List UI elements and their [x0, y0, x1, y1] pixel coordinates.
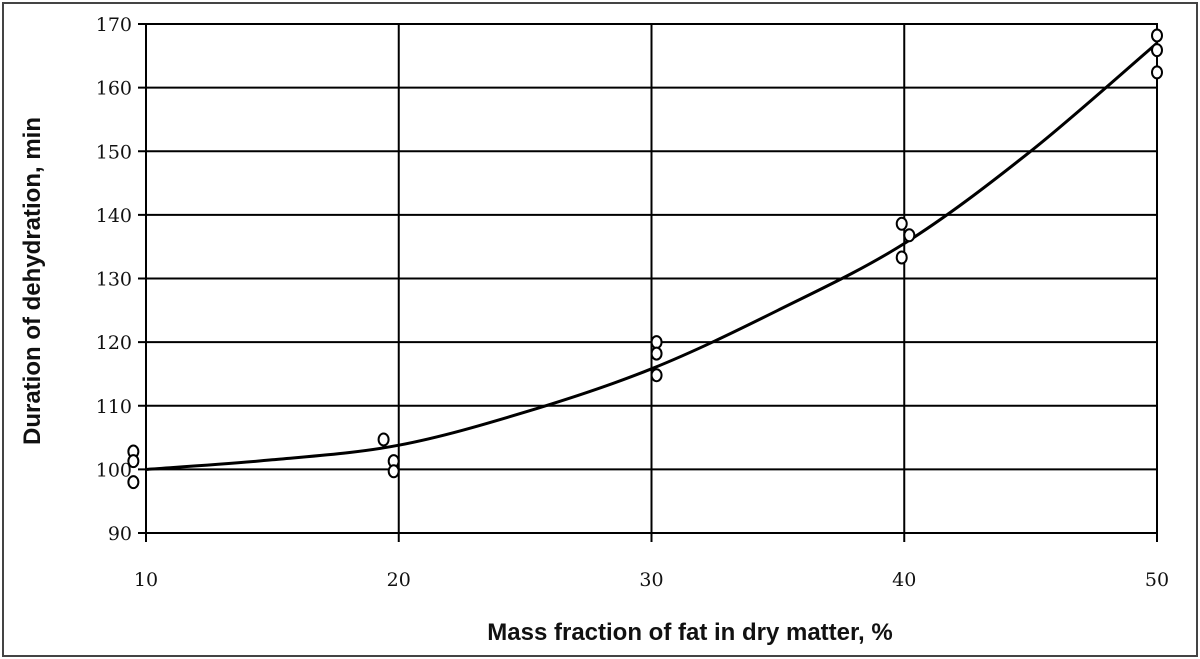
data-point — [1151, 65, 1163, 80]
x-axis-ticks: 10 20 30 40 50 — [134, 533, 1169, 591]
y-tick-label: 170 — [96, 14, 132, 36]
y-tick-label: 120 — [96, 332, 132, 354]
trend-line — [145, 41, 1158, 471]
x-tick-label: 50 — [1145, 569, 1169, 591]
data-point — [650, 346, 663, 361]
data-point — [895, 250, 908, 265]
data-point — [377, 432, 390, 447]
data-points — [127, 28, 1163, 490]
x-axis-title: Mass fraction of fat in dry matter, % — [487, 619, 892, 646]
y-tick-label: 110 — [96, 396, 132, 418]
y-tick-label: 160 — [96, 78, 132, 100]
data-point — [895, 216, 908, 231]
data-point — [127, 454, 140, 469]
y-tick-label: 90 — [108, 523, 132, 545]
x-tick-label: 10 — [134, 569, 158, 591]
y-axis-title: Duration of dehydration, min — [19, 117, 46, 445]
y-tick-label: 100 — [96, 459, 132, 481]
data-point — [1151, 43, 1163, 58]
y-tick-label: 130 — [96, 269, 132, 291]
x-tick-label: 20 — [387, 569, 411, 591]
y-axis-ticks: 90 100 110 120 130 140 150 160 170 — [96, 14, 146, 545]
x-tick-label: 40 — [892, 569, 916, 591]
data-point — [387, 464, 400, 479]
data-point — [127, 475, 140, 490]
data-point — [650, 368, 663, 383]
y-tick-label: 140 — [96, 205, 132, 227]
data-point — [1151, 28, 1163, 43]
data-point — [903, 228, 916, 243]
y-tick-label: 150 — [96, 141, 132, 163]
x-tick-label: 30 — [639, 569, 663, 591]
data-point — [650, 335, 663, 350]
